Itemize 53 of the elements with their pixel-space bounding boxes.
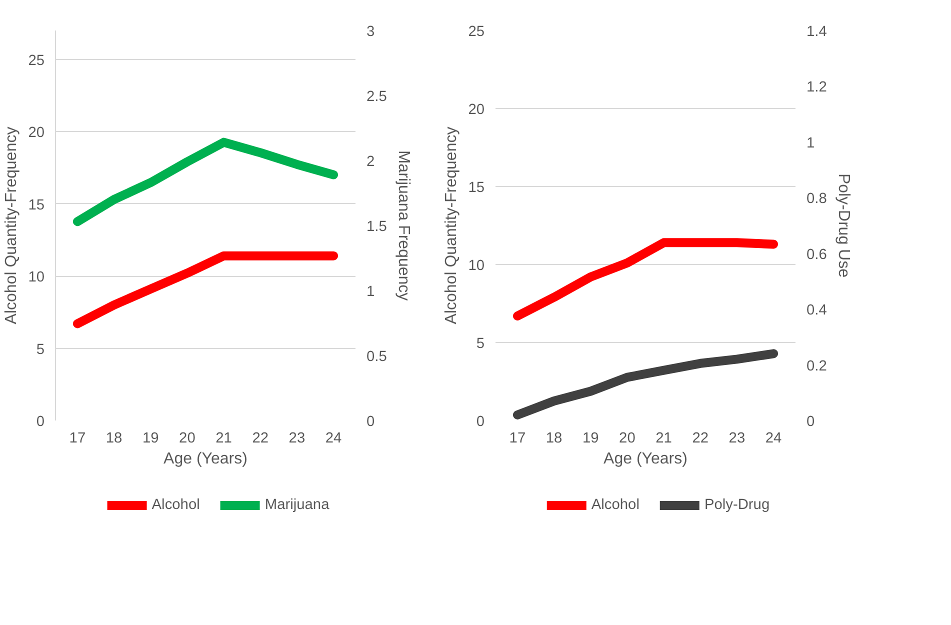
y2-tick-label: 1.2 xyxy=(806,80,827,96)
y2-tick-label: 0 xyxy=(366,414,375,430)
x-tick-label: 21 xyxy=(216,430,232,446)
legend-label: Marijuana xyxy=(264,497,330,513)
y-tick-label: 15 xyxy=(468,180,485,196)
y2-tick-label: 0 xyxy=(806,414,815,430)
y2-tick-label: 0.8 xyxy=(806,191,827,208)
y-tick-label: 5 xyxy=(476,336,485,352)
x-tick-label: 17 xyxy=(509,430,526,446)
legend-label: Alcohol xyxy=(152,497,200,513)
x-tick-label: 18 xyxy=(546,430,562,446)
y2-tick-label: 2 xyxy=(366,154,375,170)
y-axis-title: Alcohol Quantity-Frequency xyxy=(3,126,20,324)
y2-axis-title: Marijuana Frequency xyxy=(394,150,412,301)
x-tick-label: 24 xyxy=(765,430,782,446)
y-tick-label: 10 xyxy=(468,258,485,274)
y-tick-label: 25 xyxy=(28,52,45,69)
y2-tick-label: 0.4 xyxy=(806,302,827,319)
y-tick-label: 0 xyxy=(36,414,45,430)
legend-label: Poly-Drug xyxy=(704,497,770,513)
y2-tick-label: 1 xyxy=(366,284,375,300)
y-tick-label: 5 xyxy=(36,342,45,358)
x-tick-label: 21 xyxy=(656,430,672,446)
x-tick-label: 20 xyxy=(179,430,196,446)
x-axis-title: Age (Years) xyxy=(604,450,688,468)
y-tick-label: 15 xyxy=(28,197,45,214)
y-tick-label: 0 xyxy=(476,414,485,430)
x-tick-label: 19 xyxy=(142,430,159,446)
y2-tick-label: 3 xyxy=(366,24,375,40)
y-axis-title: Alcohol Quantity-Frequency xyxy=(443,126,460,324)
y2-tick-label: 2.5 xyxy=(366,89,387,105)
x-tick-label: 19 xyxy=(582,430,599,446)
y2-tick-label: 0.2 xyxy=(806,358,827,374)
x-tick-label: 22 xyxy=(692,430,709,446)
y2-tick-label: 0.6 xyxy=(806,246,827,263)
y2-tick-label: 1.4 xyxy=(806,24,827,40)
x-axis-title: Age (Years) xyxy=(164,450,248,468)
y2-tick-label: 0.5 xyxy=(366,349,387,365)
y-tick-label: 20 xyxy=(28,125,45,142)
y-tick-label: 10 xyxy=(28,270,45,286)
legend-label: Alcohol xyxy=(591,497,640,513)
y-tick-label: 25 xyxy=(468,24,485,40)
x-tick-label: 24 xyxy=(325,430,342,446)
x-tick-label: 22 xyxy=(252,430,269,446)
x-tick-label: 17 xyxy=(69,430,86,446)
y2-tick-label: 1 xyxy=(806,135,815,152)
x-tick-label: 23 xyxy=(288,430,306,446)
x-tick-label: 23 xyxy=(728,430,746,446)
y2-tick-label: 1.5 xyxy=(366,219,387,235)
x-tick-label: 20 xyxy=(619,430,636,446)
y2-axis-title: Poly-Drug Use xyxy=(834,173,852,278)
x-tick-label: 18 xyxy=(106,430,122,446)
y-tick-label: 20 xyxy=(468,102,485,118)
